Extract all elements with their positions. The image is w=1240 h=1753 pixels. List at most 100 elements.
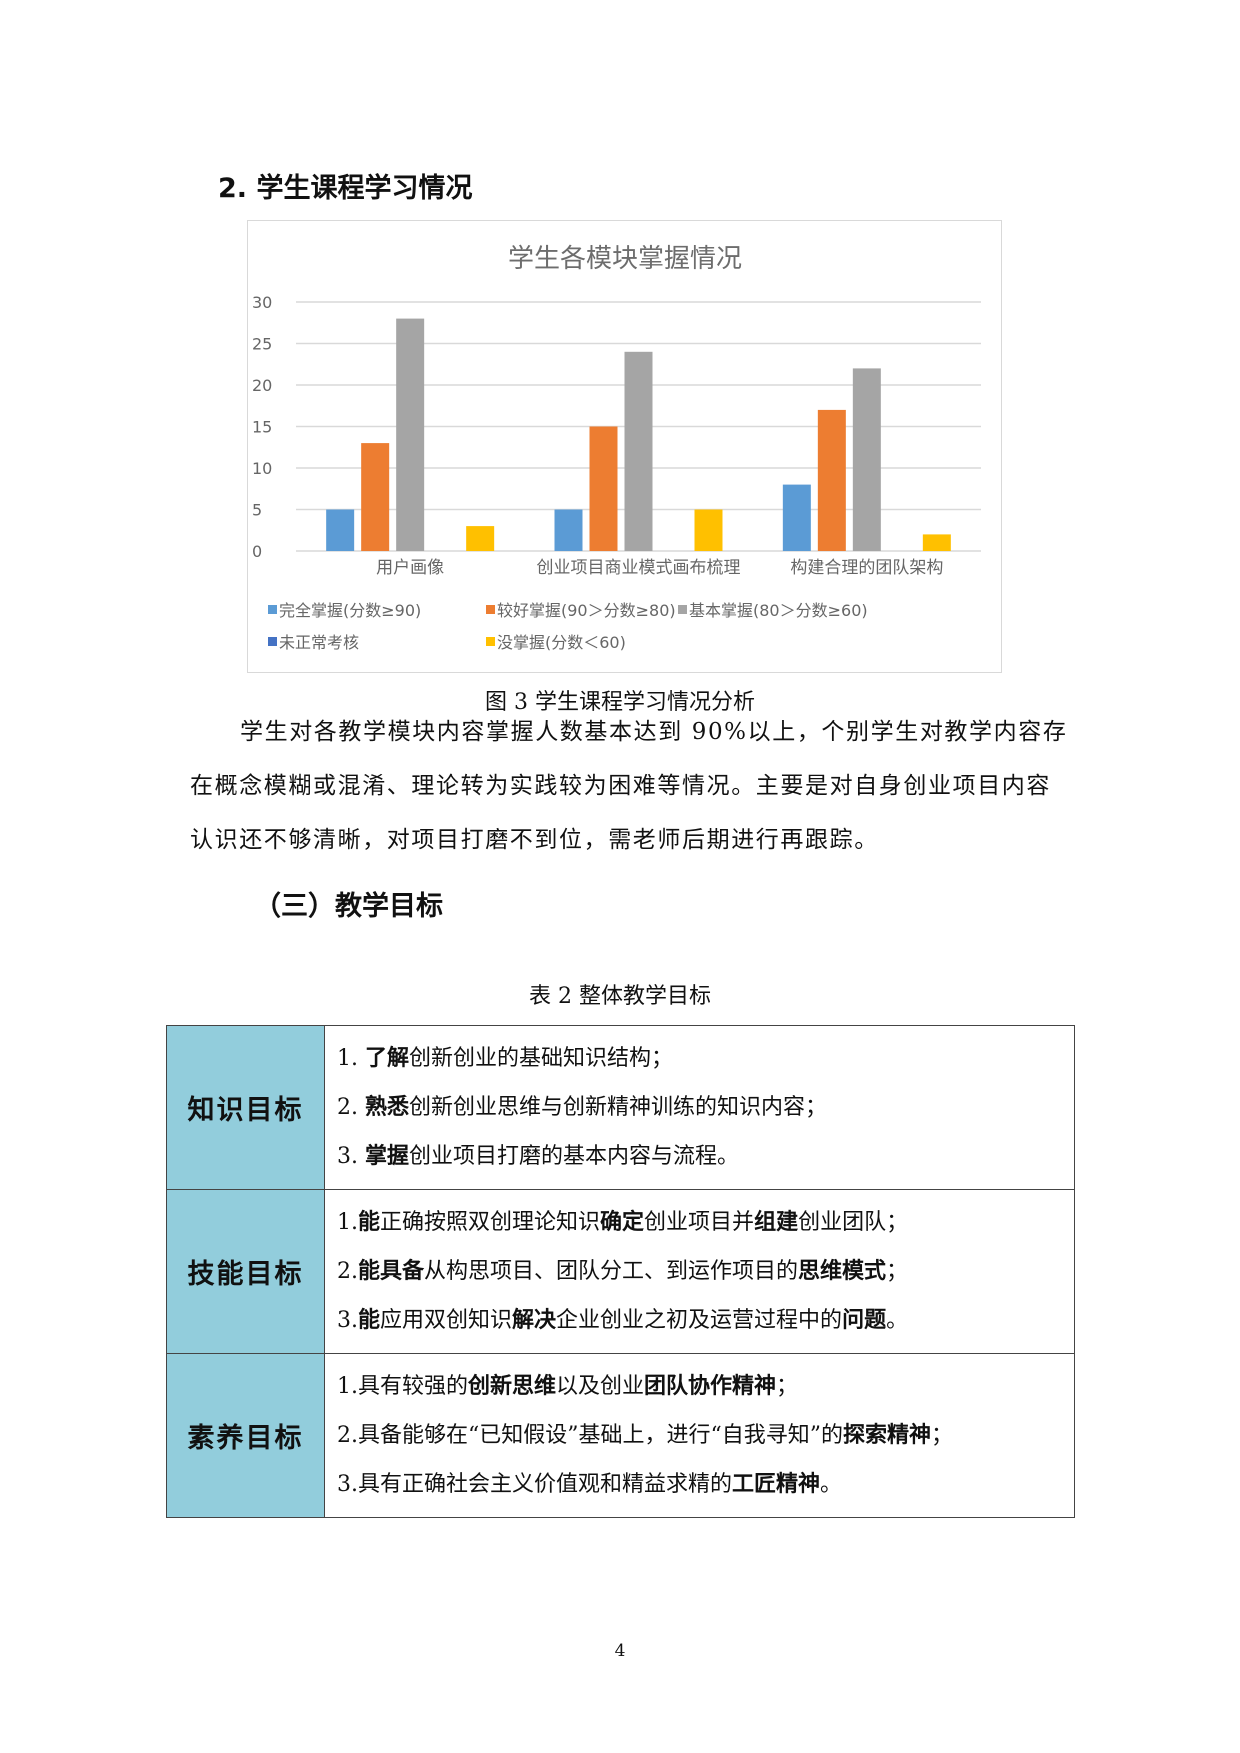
goal-items: 1.具有较强的创新思维以及创业团队协作精神； 2.具备能够在“已知假设”基础上，进… xyxy=(324,1353,1075,1518)
text-segment: ； xyxy=(931,1423,954,1448)
emphasis-text: 团队协作精神 xyxy=(644,1374,777,1399)
text-segment: 创业项目并 xyxy=(644,1210,755,1235)
paragraph-line: 学生对各教学模块内容掌握人数基本达到 90%以上，个别学生对教学内容存 xyxy=(240,719,1068,745)
goal-item: 1.具有较强的创新思维以及创业团队协作精神； xyxy=(337,1362,1074,1411)
y-tick-label: 5 xyxy=(252,501,262,520)
text-segment: 从构思项目、团队分工、到运作项目的 xyxy=(424,1259,799,1284)
text-segment: 1. xyxy=(337,1210,358,1235)
goal-row: 素养目标 1.具有较强的创新思维以及创业团队协作精神； 2.具备能够在“已知假设”基… xyxy=(166,1353,1075,1518)
text-segment: ； xyxy=(776,1374,799,1399)
emphasis-text: 探索精神 xyxy=(842,1423,931,1448)
text-segment: 3. xyxy=(337,1144,365,1169)
bar xyxy=(554,509,583,551)
text-segment: 创新创业思维与创新精神训练的知识内容； xyxy=(409,1095,828,1120)
text-segment: 3.具有正确社会主义价值观和精益求精的 xyxy=(337,1472,732,1497)
legend-swatch xyxy=(268,605,277,614)
y-tick-label: 0 xyxy=(252,542,262,561)
text-segment: 创业项目打磨的基本内容与流程。 xyxy=(409,1144,740,1169)
paragraph-line: 在概念模糊或混淆、理论转为实践较为困难等情况。主要是对自身创业项目内容 xyxy=(190,773,1051,799)
emphasis-text: 能具备 xyxy=(358,1259,425,1284)
emphasis-text: 掌握 xyxy=(364,1144,409,1169)
figure-caption: 图 3 学生课程学习情况分析 xyxy=(485,690,755,715)
goal-item: 2. 熟悉创新创业思维与创新精神训练的知识内容； xyxy=(337,1083,1074,1132)
emphasis-text: 熟悉 xyxy=(364,1095,409,1120)
emphasis-text: 解决 xyxy=(512,1308,557,1333)
goal-category: 素养目标 xyxy=(166,1353,325,1518)
goal-item: 3. 掌握创业项目打磨的基本内容与流程。 xyxy=(337,1132,1074,1181)
legend-label: 完全掌握(分数≥90) xyxy=(279,601,421,620)
emphasis-text: 能 xyxy=(358,1308,381,1333)
goal-category: 技能目标 xyxy=(166,1189,325,1354)
goal-item: 1.能正确按照双创理论知识确定创业项目并组建创业团队； xyxy=(337,1198,1074,1247)
emphasis-text: 思维模式 xyxy=(798,1259,887,1284)
emphasis-text: 组建 xyxy=(754,1210,799,1235)
bar-chart: 学生各模块掌握情况 0 5 10 15 20 25 30 用户画像 创业项目商业模式画布梳理 构建合… xyxy=(247,220,1002,673)
bar xyxy=(361,443,390,551)
bar xyxy=(326,509,355,551)
section-heading: 2. 学生课程学习情况 xyxy=(218,173,473,204)
emphasis-text: 了解 xyxy=(364,1046,409,1071)
emphasis-text: 问题 xyxy=(842,1308,887,1333)
bar xyxy=(694,509,723,551)
goal-item: 3.具有正确社会主义价值观和精益求精的工匠精神。 xyxy=(337,1460,1074,1509)
goal-items: 1.能正确按照双创理论知识确定创业项目并组建创业团队； 2.能具备从构思项目、团队… xyxy=(324,1189,1075,1354)
chart-svg: 学生各模块掌握情况 0 5 10 15 20 25 30 用户画像 创业项目商业模式画布梳理 构建合… xyxy=(252,244,981,652)
y-tick-label: 20 xyxy=(252,376,272,395)
text-segment: 1.具有较强的 xyxy=(337,1374,468,1399)
chart-title: 学生各模块掌握情况 xyxy=(508,244,742,274)
text-segment: 应用双创知识 xyxy=(380,1308,513,1333)
goal-item: 2.能具备从构思项目、团队分工、到运作项目的思维模式； xyxy=(337,1247,1074,1296)
text-segment: 2. xyxy=(337,1095,365,1120)
legend-swatch xyxy=(486,605,495,614)
paragraph-line: 认识还不够清晰，对项目打磨不到位，需老师后期进行再跟踪。 xyxy=(190,827,879,853)
y-tick-label: 30 xyxy=(252,293,272,312)
text-segment: 2.具备能够在“已知假设”基础上，进行“自我寻知”的 xyxy=(337,1423,843,1448)
x-category-label: 用户画像 xyxy=(376,558,444,578)
text-segment: 创业团队； xyxy=(798,1210,909,1235)
goal-items: 1. 了解创新创业的基础知识结构； 2. 熟悉创新创业思维与创新精神训练的知识内容… xyxy=(324,1025,1075,1190)
emphasis-text: 确定 xyxy=(600,1210,645,1235)
bar xyxy=(782,484,811,551)
text-segment: 1. xyxy=(337,1046,365,1071)
bar xyxy=(817,409,846,551)
legend-swatch xyxy=(486,637,495,646)
text-segment: 正确按照双创理论知识 xyxy=(380,1210,601,1235)
text-segment: 创新创业的基础知识结构； xyxy=(409,1046,674,1071)
legend-label: 没掌握(分数＜60) xyxy=(497,633,626,652)
text-segment: ； xyxy=(886,1259,909,1284)
legend-swatch xyxy=(268,637,277,646)
emphasis-text: 创新思维 xyxy=(468,1374,557,1399)
subsection-heading: （三）教学目标 xyxy=(254,891,443,922)
goal-item: 1. 了解创新创业的基础知识结构； xyxy=(337,1034,1074,1083)
bar xyxy=(624,351,653,551)
bar xyxy=(396,318,425,551)
goal-category: 知识目标 xyxy=(166,1025,325,1190)
emphasis-text: 工匠精神 xyxy=(732,1472,821,1497)
page-number: 4 xyxy=(614,1641,626,1661)
x-category-label: 创业项目商业模式画布梳理 xyxy=(537,558,741,578)
goal-item: 2.具备能够在“已知假设”基础上，进行“自我寻知”的探索精神； xyxy=(337,1411,1074,1460)
text-segment: 企业创业之初及运营过程中的 xyxy=(556,1308,843,1333)
y-tick-label: 10 xyxy=(252,459,272,478)
x-category-label: 构建合理的团队架构 xyxy=(790,558,943,578)
bar xyxy=(589,426,618,551)
legend-label: 较好掌握(90＞分数≥80) xyxy=(497,601,676,620)
y-tick-label: 15 xyxy=(252,418,272,437)
y-tick-label: 25 xyxy=(252,335,272,354)
goal-row: 技能目标 1.能正确按照双创理论知识确定创业项目并组建创业团队； 2.能具备从构思项… xyxy=(166,1189,1075,1354)
bar xyxy=(466,526,495,551)
goal-item: 3.能应用双创知识解决企业创业之初及运营过程中的问题。 xyxy=(337,1296,1074,1345)
text-segment: 。 xyxy=(820,1472,843,1497)
table-caption: 表 2 整体教学目标 xyxy=(529,984,711,1009)
goals-table: 知识目标 1. 了解创新创业的基础知识结构； 2. 熟悉创新创业思维与创新精神训练的… xyxy=(166,1025,1075,1518)
legend-swatch xyxy=(678,605,687,614)
bar xyxy=(922,534,951,551)
emphasis-text: 能 xyxy=(358,1210,381,1235)
text-segment: 。 xyxy=(886,1308,909,1333)
text-segment: 3. xyxy=(337,1308,358,1333)
legend-label: 未正常考核 xyxy=(279,633,359,652)
text-segment: 2. xyxy=(337,1259,358,1284)
goal-row: 知识目标 1. 了解创新创业的基础知识结构； 2. 熟悉创新创业思维与创新精神训练的… xyxy=(166,1025,1075,1190)
bar xyxy=(852,368,881,551)
text-segment: 以及创业 xyxy=(556,1374,645,1399)
